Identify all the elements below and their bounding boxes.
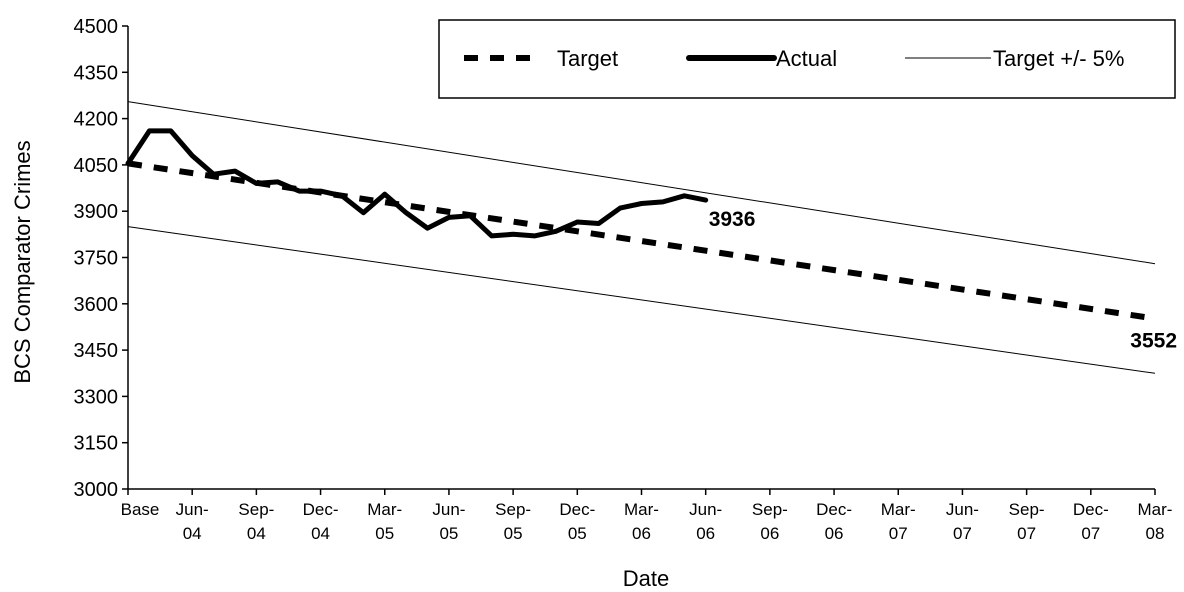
legend-label-band: Target +/- 5% — [993, 46, 1124, 71]
series-line-actual — [125, 128, 709, 239]
x-tick-label: Jun-07 — [946, 500, 979, 543]
y-tick-label: 3600 — [74, 294, 119, 316]
x-tick-label: Dec-04 — [303, 500, 339, 543]
x-tick-label: Mar-05 — [367, 500, 402, 543]
y-axis-title: BCS Comparator Crimes — [10, 140, 35, 383]
y-axis: 3000 3150 3300 3450 3600 3750 3900 4050 4200 4350… — [74, 16, 129, 501]
legend: Target Actual Target +/- 5% — [438, 19, 1176, 99]
x-tick-label: Jun-06 — [689, 500, 722, 543]
x-tick-label: Sep-05 — [495, 500, 531, 543]
annotation-layer: 3936 3552 — [709, 208, 1177, 353]
x-tick-label: Jun-05 — [432, 500, 465, 543]
series-line-target-5 — [127, 226, 1156, 374]
legend-box — [438, 19, 1176, 99]
x-tick-label: Dec-07 — [1073, 500, 1109, 543]
y-tick-label: 3300 — [74, 386, 119, 408]
y-tick-label: 3000 — [74, 479, 119, 501]
y-tick-label: 3750 — [74, 248, 119, 270]
legend-label-target: Target — [557, 46, 618, 71]
x-tick-label: Mar-06 — [624, 500, 659, 543]
x-axis: Base Jun-04 Sep-04 Dec-04 Mar-05 Jun-05 Sep-05… — [121, 488, 1173, 543]
x-axis-title: Date — [623, 566, 669, 591]
y-tick-label: 3900 — [74, 201, 119, 223]
series-layer — [125, 101, 1156, 374]
y-tick-label: 4200 — [74, 109, 119, 131]
y-tick-label: 4500 — [74, 16, 119, 38]
end-value-label: 3936 — [709, 208, 756, 231]
x-tick-label: Mar-08 — [1138, 500, 1173, 543]
series-line-target — [127, 160, 1156, 322]
y-tick-label: 3150 — [74, 433, 119, 455]
y-tick-label: 4050 — [74, 155, 119, 177]
end-value-label: 3552 — [1130, 330, 1177, 353]
y-tick-label: 3450 — [74, 340, 119, 362]
legend-label-actual: Actual — [776, 46, 837, 71]
x-tick-label: Sep-06 — [752, 500, 788, 543]
y-tick-label: 4350 — [74, 62, 119, 84]
x-tick-label: Dec-05 — [559, 500, 595, 543]
x-tick-label: Mar-07 — [881, 500, 916, 543]
x-tick-label: Sep-04 — [238, 500, 274, 543]
series-line-target-5 — [127, 101, 1156, 265]
x-tick-label: Base — [121, 500, 160, 519]
x-tick-label: Dec-06 — [816, 500, 852, 543]
x-tick-label: Sep-07 — [1009, 500, 1045, 543]
x-tick-label: Jun-04 — [176, 500, 209, 543]
